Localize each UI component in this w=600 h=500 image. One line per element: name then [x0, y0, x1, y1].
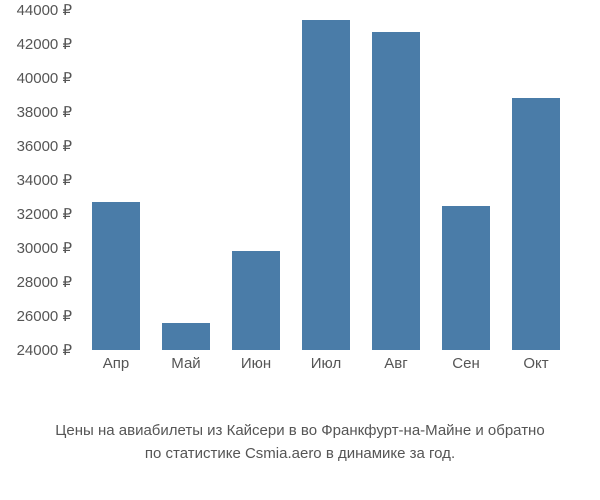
plot-area [80, 10, 580, 350]
y-tick-label: 40000 ₽ [17, 69, 72, 87]
bar [512, 98, 560, 350]
y-tick-label: 36000 ₽ [17, 137, 72, 155]
bar [162, 323, 210, 350]
x-tick-label: Сен [452, 355, 479, 372]
bar [92, 202, 140, 350]
chart-caption: Цены на авиабилеты из Кайсери в во Франк… [0, 420, 600, 465]
caption-line-1: Цены на авиабилеты из Кайсери в во Франк… [55, 422, 544, 439]
bar [302, 20, 350, 350]
y-tick-label: 44000 ₽ [17, 1, 72, 19]
y-axis: 24000 ₽26000 ₽28000 ₽30000 ₽32000 ₽34000… [0, 10, 80, 350]
y-tick-label: 38000 ₽ [17, 103, 72, 121]
y-tick-label: 30000 ₽ [17, 239, 72, 257]
x-axis: Апр Май Июн Июл Авг Сен Окт [80, 355, 580, 385]
bar [442, 206, 490, 351]
y-tick-label: 26000 ₽ [17, 307, 72, 325]
y-tick-label: 28000 ₽ [17, 273, 72, 291]
x-tick-label: Авг [384, 355, 407, 372]
y-tick-label: 24000 ₽ [17, 341, 72, 359]
y-tick-label: 32000 ₽ [17, 205, 72, 223]
bar [232, 251, 280, 350]
y-tick-label: 42000 ₽ [17, 35, 72, 53]
caption-line-2: по статистике Csmia.aero в динамике за г… [145, 445, 455, 462]
x-tick-label: Окт [523, 355, 548, 372]
x-tick-label: Июл [311, 355, 341, 372]
y-tick-label: 34000 ₽ [17, 171, 72, 189]
price-chart: 24000 ₽ 26000 ₽ 28000 ₽ 30000 ₽ 32000 ₽ 34000… [0, 10, 600, 410]
x-tick-label: Июн [241, 355, 271, 372]
bar [372, 32, 420, 350]
x-tick-label: Апр [103, 355, 129, 372]
x-tick-label: Май [171, 355, 200, 372]
